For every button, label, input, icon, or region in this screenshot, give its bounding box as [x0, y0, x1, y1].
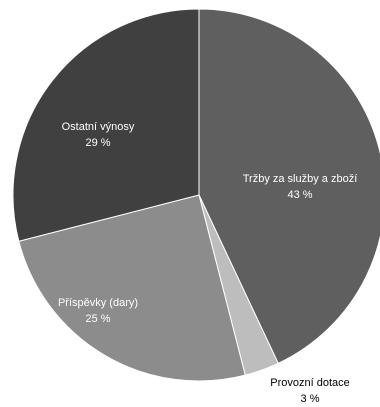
slice-label: Ostatní výnosy 29 %: [62, 121, 135, 149]
slice-value-label: 25 %: [85, 313, 110, 325]
slice-category-label: Příspěvky (dary): [58, 297, 138, 309]
pie-slice: [198, 8, 380, 364]
slice-label: Provozní dotace 3 %: [270, 377, 350, 405]
slice-category-label: Provozní dotace: [270, 377, 350, 389]
pie-slice: [12, 8, 200, 242]
slice-category-label: Ostatní výnosy: [62, 121, 135, 133]
slice-value-label: 3 %: [301, 393, 320, 405]
slice-value-label: 29 %: [85, 137, 110, 149]
pie-labels: Tržby za služby a zboží 43 % Provozní dota…: [58, 121, 357, 405]
slice-label: Tržby za služby a zboží 43 %: [243, 173, 358, 201]
pie-slice: [18, 194, 246, 382]
pie-slices: [12, 8, 380, 382]
slice-category-label: Tržby za služby a zboží: [243, 173, 358, 185]
slice-label: Příspěvky (dary) 25 %: [58, 297, 138, 325]
slice-value-label: 43 %: [287, 189, 312, 201]
